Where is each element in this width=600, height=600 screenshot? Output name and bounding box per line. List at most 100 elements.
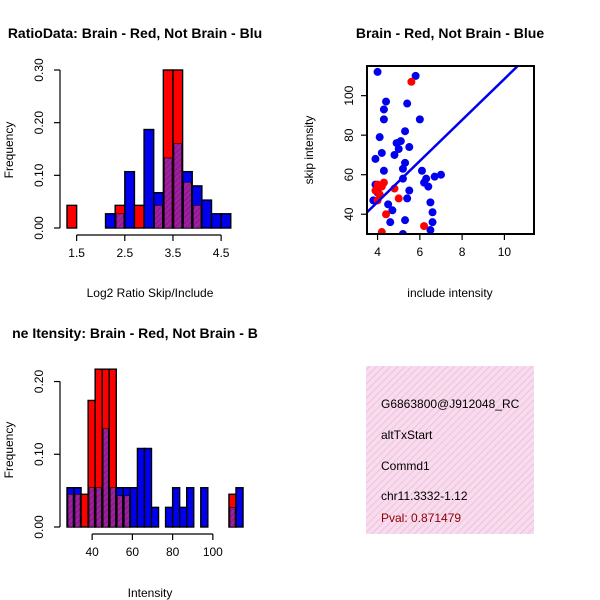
scatter-point-not-brain [384, 200, 393, 209]
scatter-x-tick-label: 6 [417, 245, 424, 259]
ratio-hist-overlap-bar [173, 143, 182, 229]
intensity-hist-bar [143, 447, 153, 528]
intensity-hist-overlap-bar [109, 487, 116, 528]
intensity-hist-y-tick-label: 0.20 [32, 370, 46, 394]
intensity-hist-bar [200, 487, 209, 528]
scatter-y-tick-label: 40 [342, 207, 356, 221]
scatter-point-brain [420, 222, 429, 231]
intensity-histogram-bars [66, 368, 244, 528]
ratio-hist-bar [220, 213, 232, 229]
scatter-y-tick-label: 60 [342, 168, 356, 182]
intensity-scatter-panel: Brain - Red, Not Brain - Blue 4 6 8 10 40 60 8… [302, 25, 544, 300]
info-pval: Pval: 0.871479 [381, 511, 461, 525]
scatter-y-tick-label: 100 [342, 85, 356, 105]
scatter-frame [366, 65, 535, 235]
ratio-histogram-title: RatioData: Brain - Red, Not Brain - Blu [8, 25, 262, 41]
scatter-point-not-brain [403, 194, 412, 203]
intensity-hist-bar [171, 487, 181, 528]
ratio-hist-bar [104, 213, 116, 229]
intensity-histogram-panel: ne Itensity: Brain - Red, Not Brain - B … [2, 325, 258, 600]
scatter-point-not-brain [371, 154, 380, 163]
ratio-histogram-xlabel: Log2 Ratio Skip/Include [87, 286, 214, 300]
scatter-ylabel: skip intensity [302, 116, 316, 185]
scatter-point-not-brain [405, 143, 414, 152]
scatter-plot-area [367, 66, 534, 244]
scatter-point-not-brain [401, 127, 410, 136]
scatter-point-not-brain [417, 166, 426, 175]
scatter-point-brain [407, 77, 416, 86]
scatter-point-not-brain [424, 182, 433, 191]
ratio-hist-x-tick-label: 4.5 [213, 246, 230, 260]
ratio-hist-x-tick-label: 2.5 [116, 246, 133, 260]
ratio-histogram-panel: RatioData: Brain - Red, Not Brain - Blu … [2, 25, 262, 300]
scatter-point-brain [526, 236, 534, 244]
scatter-point-not-brain [426, 226, 435, 234]
intensity-hist-x-tick-label: 40 [85, 545, 99, 559]
intensity-hist-overlap-bar [229, 507, 236, 528]
scatter-point-not-brain [411, 71, 420, 80]
scatter-point-not-brain [379, 166, 388, 175]
scatter-point-not-brain [388, 206, 397, 215]
scatter-title: Brain - Red, Not Brain - Blue [356, 25, 544, 41]
scatter-point-not-brain [405, 186, 414, 195]
scatter-point-not-brain [382, 97, 391, 106]
ratio-hist-x-tick-label: 1.5 [68, 246, 85, 260]
intensity-histogram-ylabel: Frequency [2, 422, 16, 479]
scatter-point-not-brain [375, 133, 384, 142]
intensity-histogram-title: ne Itensity: Brain - Red, Not Brain - B [12, 325, 258, 341]
ratio-hist-overlap-bar [164, 157, 173, 229]
scatter-point-not-brain [377, 148, 386, 157]
scatter-marks [367, 66, 534, 244]
ratio-hist-x-tick-label: 3.5 [165, 246, 182, 260]
intensity-hist-overlap-bar [67, 493, 74, 528]
intensity-hist-overlap-bar [88, 487, 95, 528]
scatter-fit-line [367, 66, 520, 214]
ratio-hist-bar [66, 204, 78, 229]
intensity-hist-y-tick-label: 0.00 [32, 515, 46, 539]
ratio-hist-y-tick-label: 0.00 [32, 216, 46, 240]
intensity-hist-overlap-bar [102, 428, 109, 528]
scatter-point-not-brain [428, 218, 437, 227]
scatter-x-tick-label: 4 [374, 245, 381, 259]
ratio-histogram-axes: 1.5 2.5 3.5 4.5 0.00 0.10 0.20 0.30 [32, 58, 230, 260]
scatter-x-tick-label: 8 [459, 245, 466, 259]
info-probe-id: G6863800@J912048_RC [381, 397, 520, 411]
scatter-point-not-brain [422, 174, 431, 183]
scatter-point-not-brain [379, 115, 388, 124]
intensity-hist-overlap-bar [124, 495, 130, 528]
info-panel-background [366, 366, 534, 534]
scatter-point-not-brain [396, 137, 405, 146]
scatter-point-not-brain [410, 233, 412, 234]
ratio-hist-y-tick-label: 0.20 [32, 111, 46, 135]
ratio-hist-bar [143, 128, 155, 229]
scatter-point-not-brain [430, 172, 439, 181]
info-event-type: altTxStart [381, 428, 433, 442]
ratio-hist-bar [133, 204, 145, 229]
intensity-hist-x-tick-label: 60 [126, 545, 140, 559]
intensity-hist-overlap-bar [116, 495, 123, 528]
scatter-point-not-brain [415, 115, 424, 124]
intensity-hist-bar [235, 487, 244, 528]
intensity-histogram-axes: 40 60 80 100 0.00 0.10 0.20 [32, 370, 223, 559]
scatter-point-not-brain [401, 158, 410, 167]
scatter-point-not-brain [426, 198, 435, 207]
intensity-hist-bar [80, 493, 89, 528]
ratio-histogram-ylabel: Frequency [2, 122, 16, 179]
intensity-hist-bar [178, 506, 188, 528]
scatter-point-not-brain [386, 218, 395, 227]
ratio-hist-bar [124, 170, 136, 229]
intensity-hist-x-tick-label: 100 [203, 545, 223, 559]
scatter-point-not-brain [403, 99, 412, 108]
scatter-point-not-brain [401, 216, 410, 225]
scatter-point-brain [394, 194, 403, 203]
ratio-hist-overlap-bar [192, 205, 202, 229]
intensity-histogram-xlabel: Intensity [128, 586, 173, 600]
scatter-point-not-brain [373, 67, 382, 76]
ratio-histogram-bars [66, 69, 232, 229]
info-location: chr11.3332-1.12 [381, 489, 468, 503]
scatter-point-brain [377, 228, 386, 234]
scatter-point-not-brain [379, 105, 388, 114]
intensity-hist-bar [150, 506, 160, 528]
ratio-hist-y-tick-label: 0.30 [32, 58, 46, 82]
